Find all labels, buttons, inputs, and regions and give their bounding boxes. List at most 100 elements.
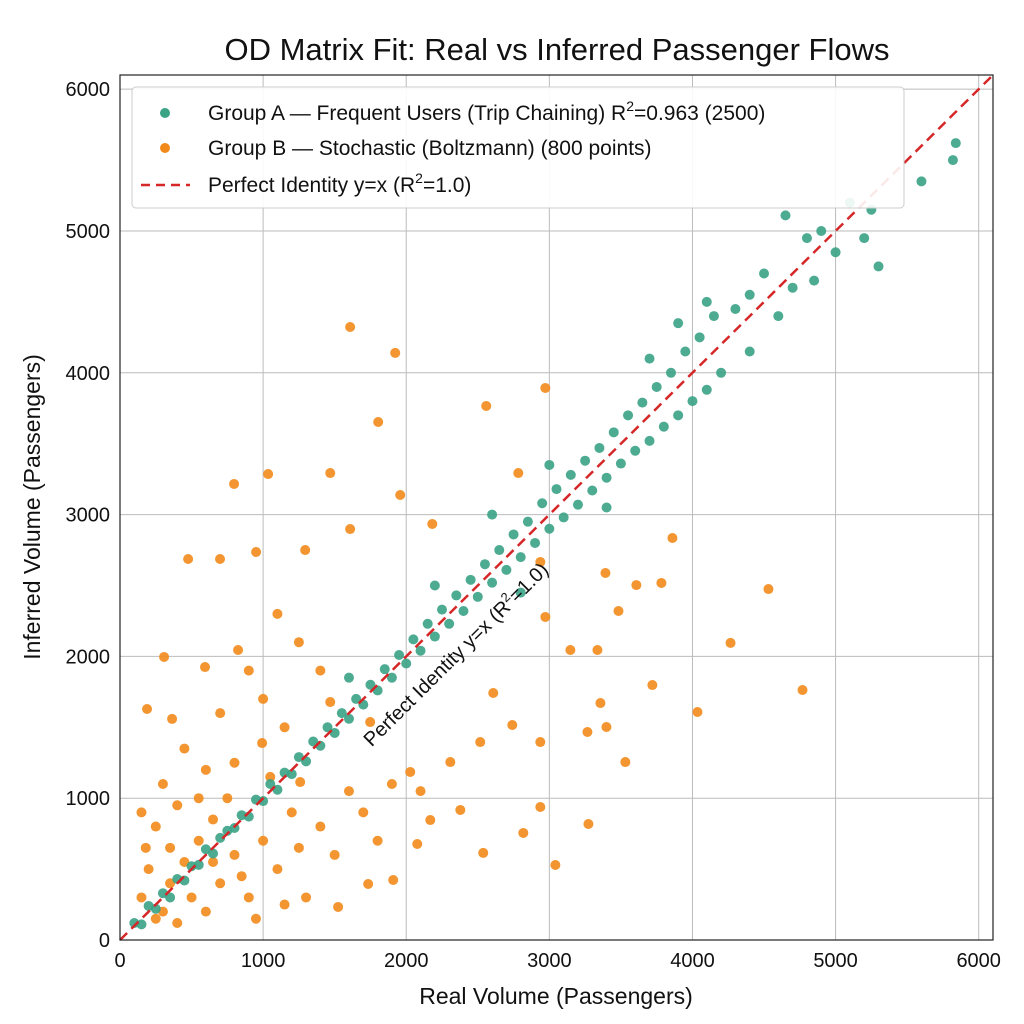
group-a-point bbox=[950, 138, 961, 149]
group-b-point bbox=[631, 580, 642, 591]
group-b-point bbox=[565, 645, 576, 656]
group-a-point bbox=[429, 631, 440, 642]
group-a-point bbox=[193, 859, 204, 870]
group-b-point bbox=[167, 713, 178, 724]
group-a-point bbox=[415, 645, 426, 656]
group-a-point bbox=[687, 396, 698, 407]
group-a-point bbox=[801, 233, 812, 244]
identity-line bbox=[119, 74, 994, 941]
group-a-point bbox=[150, 903, 161, 914]
group-b-points bbox=[136, 321, 808, 928]
group-b-point bbox=[258, 835, 269, 846]
group-a-point bbox=[716, 367, 727, 378]
group-b-point bbox=[272, 608, 283, 619]
group-b-point bbox=[315, 665, 326, 676]
group-a-point bbox=[329, 727, 340, 738]
legend-marker-group-a bbox=[160, 108, 170, 118]
group-b-point bbox=[208, 814, 219, 825]
group-a-point bbox=[422, 618, 433, 629]
group-b-point bbox=[583, 819, 594, 830]
group-b-point bbox=[535, 801, 546, 812]
chart-title: OD Matrix Fit: Real vs Inferred Passenge… bbox=[225, 32, 890, 67]
group-a-point bbox=[580, 455, 591, 466]
group-b-point bbox=[412, 838, 423, 849]
group-b-point bbox=[233, 645, 244, 656]
group-a-point bbox=[701, 384, 712, 395]
group-a-point bbox=[379, 664, 390, 675]
group-b-point bbox=[365, 717, 376, 728]
x-tick-label: 5000 bbox=[813, 950, 858, 972]
group-b-point bbox=[481, 400, 492, 411]
group-a-point bbox=[780, 210, 791, 221]
group-b-point bbox=[595, 698, 606, 709]
group-a-point bbox=[615, 458, 626, 469]
group-a-point bbox=[286, 769, 297, 780]
group-b-point bbox=[725, 637, 736, 648]
group-a-point bbox=[537, 498, 548, 509]
group-b-point bbox=[150, 913, 161, 924]
group-a-point bbox=[608, 427, 619, 438]
group-b-point bbox=[455, 804, 466, 815]
group-a-point bbox=[694, 332, 705, 343]
group-b-point bbox=[518, 827, 529, 838]
group-b-point bbox=[136, 892, 147, 903]
group-b-point bbox=[535, 737, 546, 748]
group-b-point bbox=[142, 704, 153, 715]
group-a-point bbox=[673, 410, 684, 421]
group-a-point bbox=[816, 225, 827, 236]
legend-label-identity: Perfect Identity y=x (R2=1.0) bbox=[208, 170, 471, 197]
group-a-point bbox=[351, 693, 362, 704]
y-tick-label: 3000 bbox=[66, 505, 111, 527]
group-b-point bbox=[373, 416, 384, 427]
group-b-point bbox=[200, 662, 211, 673]
group-b-point bbox=[763, 584, 774, 595]
group-a-point bbox=[515, 552, 526, 563]
group-a-point bbox=[343, 713, 354, 724]
group-b-point bbox=[157, 779, 168, 790]
group-b-point bbox=[272, 864, 283, 875]
group-b-point bbox=[667, 532, 678, 543]
group-a-point bbox=[365, 679, 376, 690]
group-a-point bbox=[487, 509, 498, 520]
group-a-point bbox=[458, 606, 469, 617]
group-b-point bbox=[222, 793, 233, 804]
group-a-point bbox=[644, 353, 655, 364]
group-b-point bbox=[647, 680, 658, 691]
group-b-point bbox=[140, 842, 151, 853]
group-b-point bbox=[535, 556, 546, 567]
legend: Group A — Frequent Users (Trip Chaining)… bbox=[131, 86, 905, 209]
group-b-point bbox=[215, 878, 226, 889]
group-b-point bbox=[343, 786, 354, 797]
group-b-point bbox=[329, 849, 340, 860]
group-a-point bbox=[258, 796, 269, 807]
group-b-point bbox=[345, 321, 356, 332]
group-a-point bbox=[830, 247, 841, 258]
group-b-point bbox=[475, 737, 486, 748]
group-b-point bbox=[513, 468, 524, 479]
group-b-point bbox=[388, 875, 399, 886]
y-tick-label: 0 bbox=[99, 930, 110, 952]
group-b-point bbox=[386, 779, 397, 790]
group-a-point bbox=[343, 672, 354, 683]
group-a-point bbox=[658, 421, 669, 432]
group-b-point bbox=[229, 478, 240, 489]
group-a-point bbox=[501, 564, 512, 575]
group-a-point bbox=[336, 708, 347, 719]
group-a-point bbox=[136, 919, 147, 930]
group-b-point bbox=[279, 722, 290, 733]
group-a-point bbox=[544, 459, 555, 470]
group-b-point bbox=[193, 793, 204, 804]
x-axis-label: Real Volume (Passengers) bbox=[419, 983, 693, 1009]
group-a-point bbox=[394, 649, 405, 660]
x-tick-label: 1000 bbox=[241, 950, 286, 972]
group-b-point bbox=[143, 864, 154, 875]
x-tick-label: 3000 bbox=[527, 950, 572, 972]
group-a-point bbox=[451, 590, 462, 601]
group-b-point bbox=[172, 917, 183, 928]
group-b-point bbox=[136, 807, 147, 818]
x-tick-label: 6000 bbox=[956, 950, 1001, 972]
group-a-points bbox=[129, 138, 961, 930]
group-b-point bbox=[179, 743, 190, 754]
group-b-point bbox=[601, 722, 612, 733]
